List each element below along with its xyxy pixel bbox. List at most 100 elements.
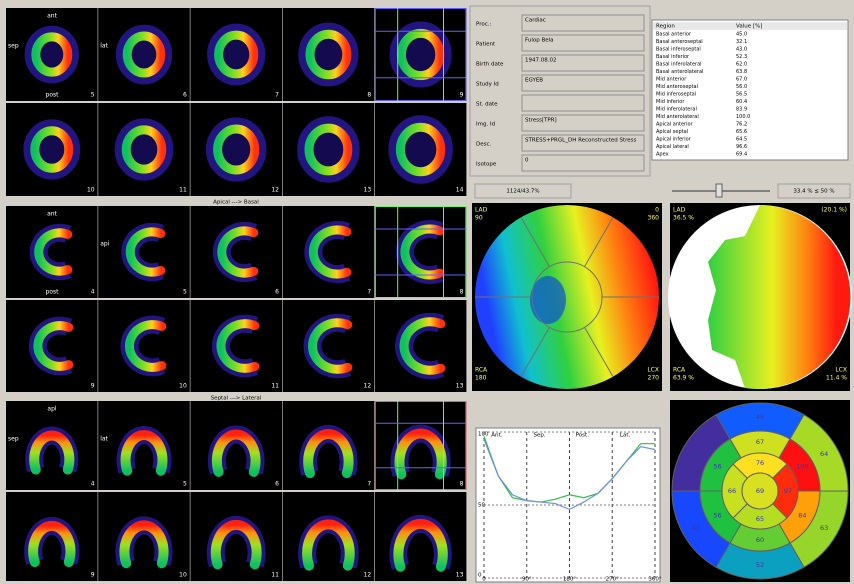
frame-number: 5 xyxy=(91,92,95,99)
slice-tile xyxy=(374,206,467,298)
y-tick-label: 0 xyxy=(478,573,482,579)
map-label: 360 xyxy=(648,215,660,222)
slice-wall xyxy=(302,519,355,571)
slice-tile xyxy=(190,206,282,298)
field-label: St. date xyxy=(476,102,498,108)
table-cell: 63.8 xyxy=(736,69,747,75)
frame-number: 8 xyxy=(460,289,464,296)
slice-ring xyxy=(31,32,73,77)
frame-number: 14 xyxy=(456,187,464,194)
map-label: 11.4 % xyxy=(826,375,847,382)
field-label: Patient xyxy=(476,42,496,48)
table-cell: Apical anterior xyxy=(656,122,694,128)
segment-label: 52 xyxy=(756,561,764,569)
frame-number: 7 xyxy=(275,92,279,99)
map-label: LAD xyxy=(475,207,488,214)
segment-label: 64 xyxy=(820,450,828,458)
table-cell: 43.0 xyxy=(736,47,747,53)
region-label: Lat. xyxy=(620,433,631,439)
frame-number: 6 xyxy=(275,481,279,488)
field-box xyxy=(521,134,645,152)
segment-label: 32 xyxy=(692,450,700,458)
frame-number: 13 xyxy=(456,572,464,579)
frame-number: 11 xyxy=(179,187,187,194)
slice-ring xyxy=(213,124,260,175)
table-cell: Basal inferoseptal xyxy=(656,47,701,53)
field-value: Cardiac xyxy=(525,18,546,24)
frame-number: 11 xyxy=(271,572,279,579)
table-cell: 100.0 xyxy=(736,114,750,120)
frame-number: 9 xyxy=(91,572,95,579)
tile-label: sep xyxy=(8,436,19,443)
slider-thumb[interactable] xyxy=(715,183,723,198)
frame-number: 7 xyxy=(367,481,371,488)
frame-number: 7 xyxy=(367,289,371,296)
frame-number: 10 xyxy=(179,383,187,390)
x-tick-label: 360° xyxy=(648,577,661,583)
polar-disk xyxy=(475,205,659,389)
slice-wall xyxy=(28,520,76,567)
field-box xyxy=(521,114,645,132)
table-cell: Mid anterior xyxy=(656,77,687,83)
region-table xyxy=(651,19,849,161)
slice-wall xyxy=(34,228,73,276)
slice-tile xyxy=(282,206,375,298)
tile-label: sep xyxy=(8,43,19,50)
slice-wall xyxy=(303,429,354,479)
slice-wall xyxy=(394,428,447,480)
slice-wall xyxy=(33,321,74,371)
threshold-text: 33.4 % ≤ 50 % xyxy=(793,189,834,195)
tile-label: api xyxy=(100,241,109,248)
slice-tile xyxy=(190,492,282,581)
field-box xyxy=(521,74,645,92)
slice-ring xyxy=(214,30,259,79)
threshold-box xyxy=(777,183,851,199)
tile-label: ant xyxy=(47,211,57,218)
table-cell: 67.0 xyxy=(736,77,747,83)
table-cell: 32.1 xyxy=(736,39,747,45)
overlay-frame xyxy=(374,206,467,298)
panel-caption: Apical ---> Basal xyxy=(213,200,259,206)
slice-tile xyxy=(374,300,467,392)
x-tick-label: 0 xyxy=(482,577,486,583)
profile-line xyxy=(483,439,656,511)
frame-number: 13 xyxy=(364,187,372,194)
table-cell: 64.5 xyxy=(736,137,747,143)
table-cell: Basal anterior xyxy=(656,32,692,38)
map-label: RCA xyxy=(475,367,488,374)
field-value: EGYEB xyxy=(525,78,543,84)
map-label: (20.1 %) xyxy=(821,207,847,214)
slice-wall xyxy=(211,429,261,477)
frame-number: 11 xyxy=(271,383,279,390)
frame-number: 12 xyxy=(271,187,279,194)
field-label: Desc. xyxy=(476,142,492,148)
slice-ring xyxy=(121,125,167,174)
slice-tile xyxy=(98,492,190,581)
table-cell: Basal anteroseptal xyxy=(656,39,703,45)
slice-wall xyxy=(393,518,448,572)
slice-ring xyxy=(395,122,446,177)
frame-number: 12 xyxy=(364,383,372,390)
segment-label: 69 xyxy=(756,487,764,495)
slice-tile xyxy=(6,300,98,392)
frame-number: 4 xyxy=(91,481,95,488)
slice-tile xyxy=(190,401,282,490)
table-cell: Apical lateral xyxy=(656,144,689,150)
x-tick-label: 180° xyxy=(563,577,576,583)
table-cell: Mid anterolateral xyxy=(656,114,699,120)
table-header-bg xyxy=(653,22,847,30)
slice-ring xyxy=(396,28,445,81)
frame-number: 4 xyxy=(91,289,95,296)
field-value: 0 xyxy=(525,158,529,164)
overlay-frame xyxy=(374,8,467,101)
frame-number: 6 xyxy=(183,92,187,99)
extent-area xyxy=(708,205,851,389)
y-tick-label: 100 xyxy=(478,432,489,438)
slice-wall xyxy=(308,225,352,279)
tile-label: lat xyxy=(100,43,108,50)
frame-number: 10 xyxy=(87,187,95,194)
tile-label: post xyxy=(46,92,60,99)
table-cell: 76.2 xyxy=(736,122,747,128)
count-text: 1124/43.7% xyxy=(506,189,539,195)
map-label: 90 xyxy=(475,215,483,222)
